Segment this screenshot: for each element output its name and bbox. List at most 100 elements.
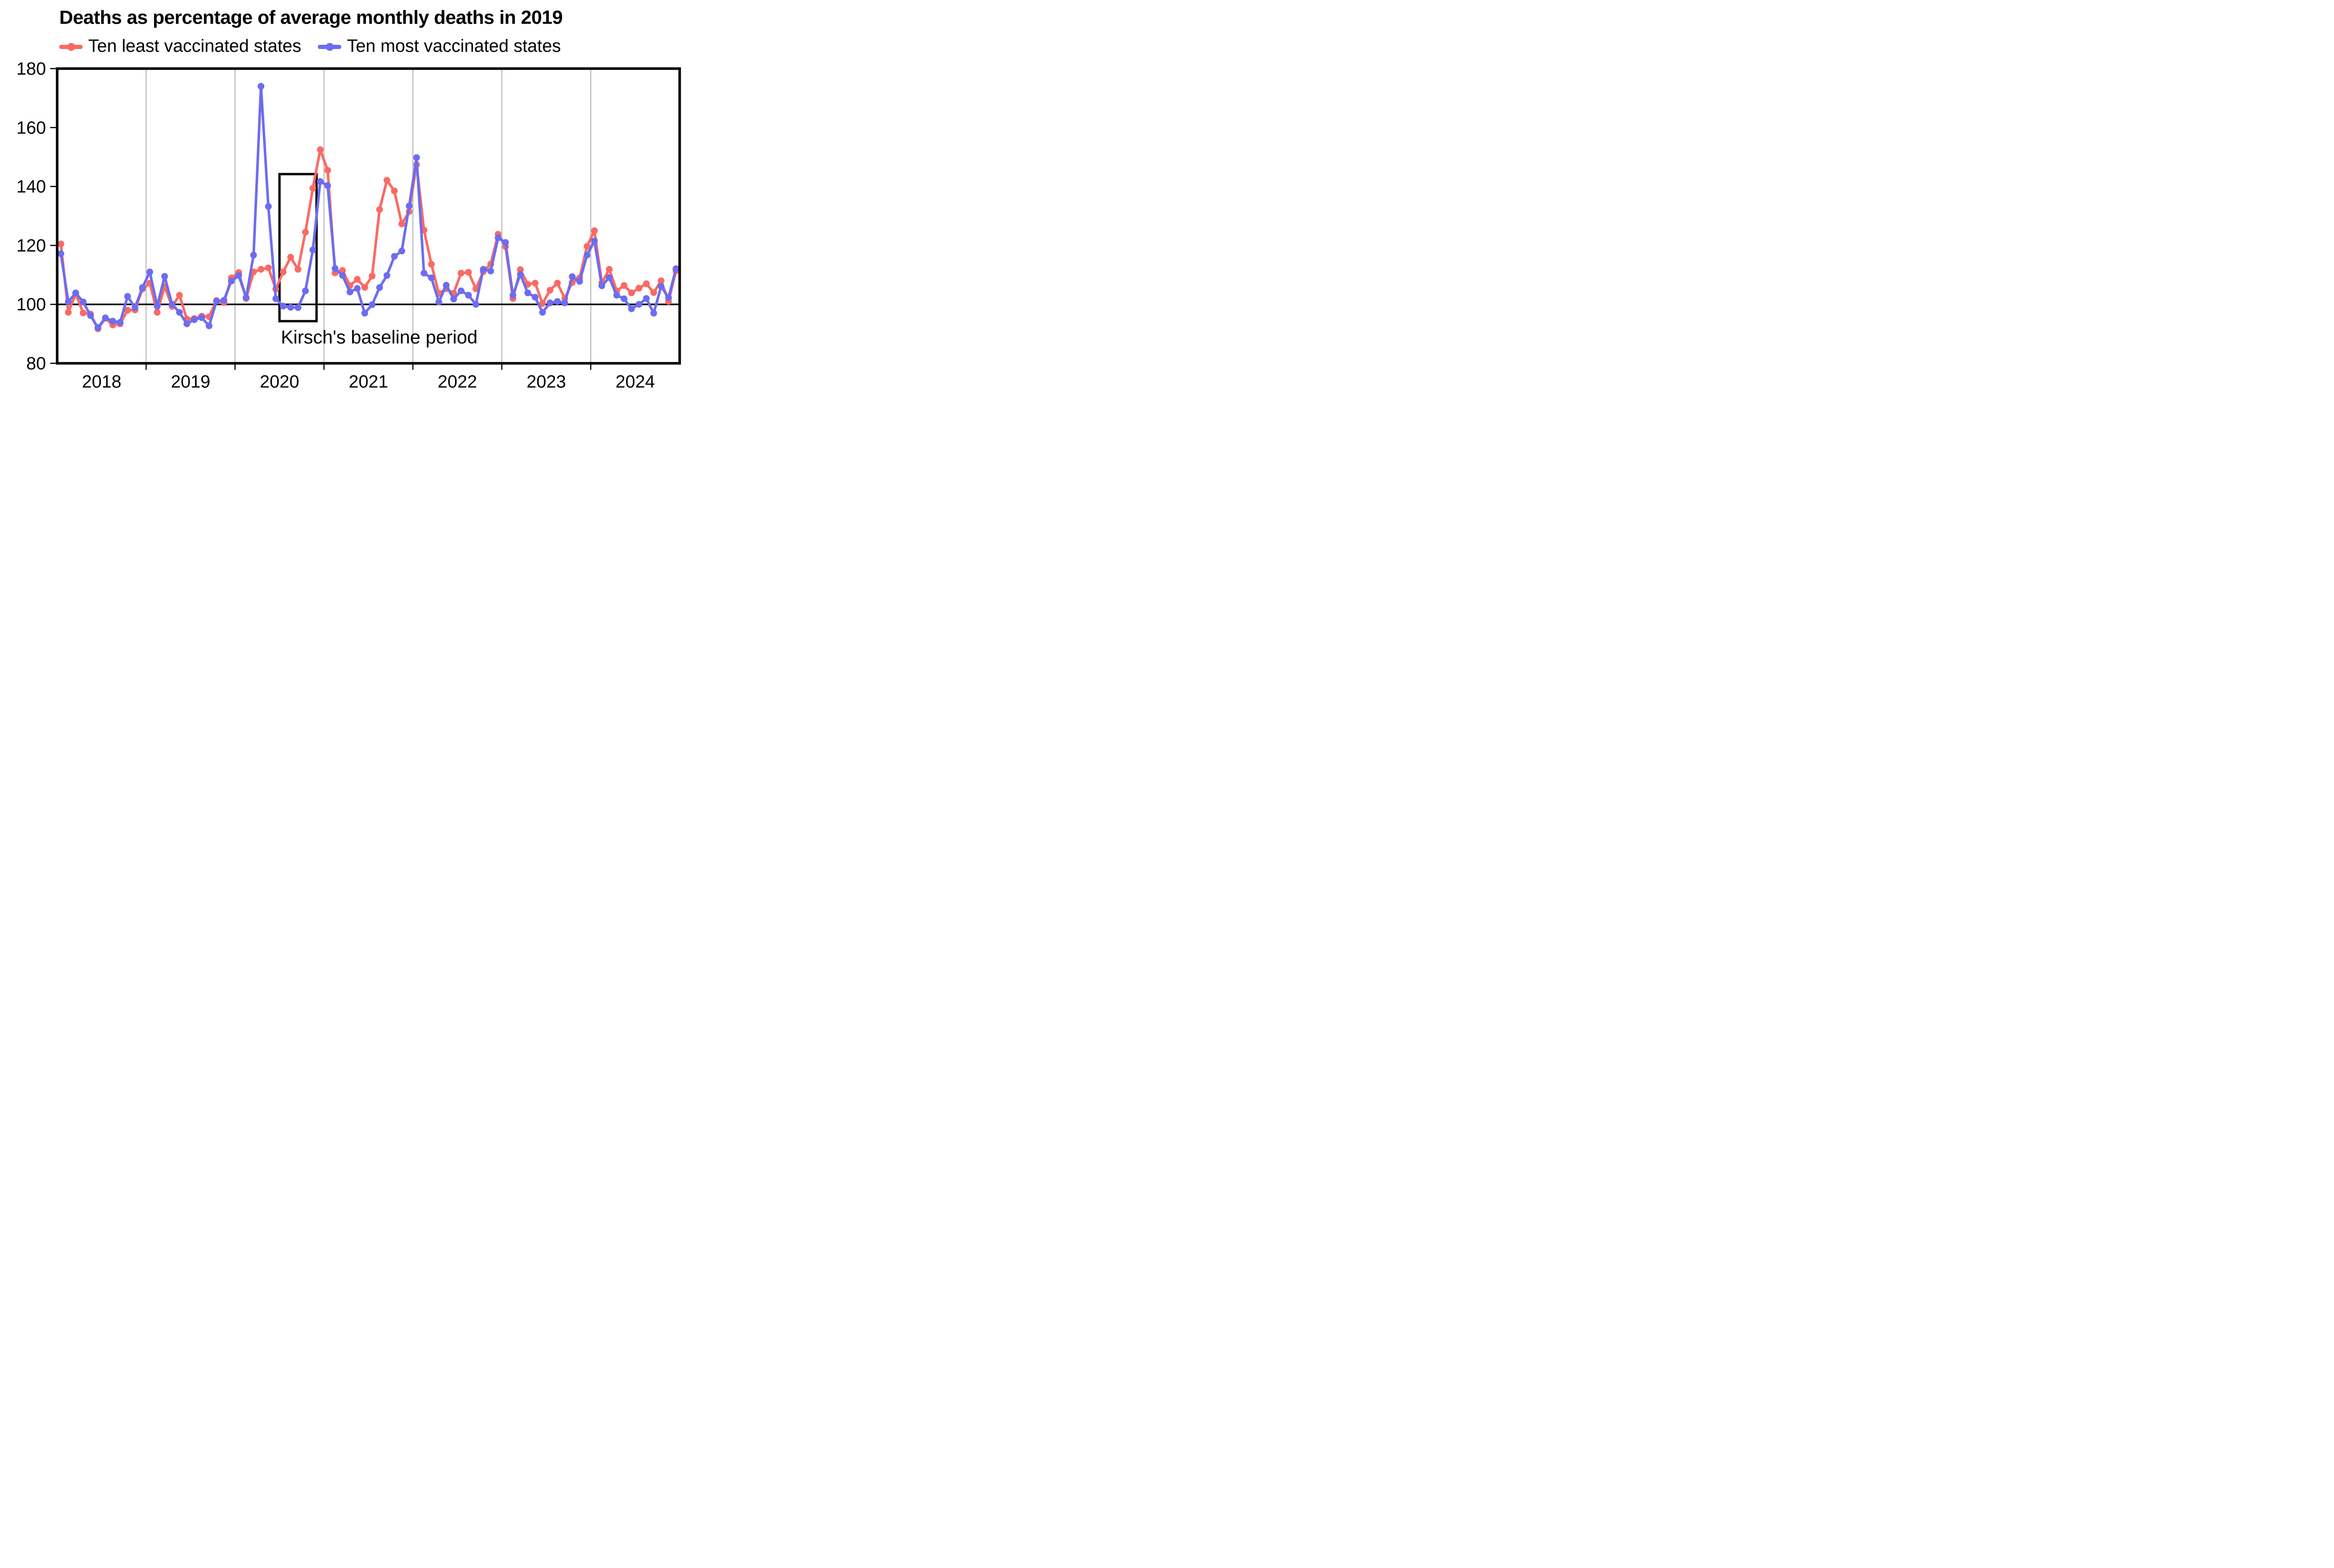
data-point-most-vaccinated [198,314,205,321]
data-point-most-vaccinated [480,266,487,273]
chart-title: Deaths as percentage of average monthly … [59,7,563,28]
series-line-least-vaccinated [59,148,677,330]
data-point-most-vaccinated [220,297,227,304]
data-point-most-vaccinated [383,272,391,279]
data-point-most-vaccinated [428,274,435,281]
data-point-most-vaccinated [331,265,338,272]
data-point-most-vaccinated [487,267,494,274]
data-point-most-vaccinated [272,295,279,302]
data-point-most-vaccinated [524,289,531,296]
data-point-most-vaccinated [72,289,79,296]
line-chart: 80 100 120 140 160 180 2018 2019 2020 2021 2022 202… [16,59,681,392]
data-point-most-vaccinated [302,287,309,294]
y-tick-label: 160 [16,118,46,138]
data-point-least-vaccinated [620,282,628,289]
series-line-most-vaccinated [59,85,677,329]
data-point-most-vaccinated [65,298,72,305]
data-point-most-vaccinated [132,304,139,311]
legend-item-least-vaccinated: Ten least vaccinated states [59,36,301,56]
data-point-least-vaccinated [465,269,472,276]
legend-label-least-vaccinated: Ten least vaccinated states [88,36,302,56]
data-point-least-vaccinated [591,227,598,234]
data-point-most-vaccinated [94,324,101,331]
data-point-least-vaccinated [369,273,376,280]
data-point-most-vaccinated [613,292,620,299]
data-point-most-vaccinated [361,309,368,317]
x-tick-label: 2019 [171,372,211,392]
data-point-least-vaccinated [124,307,131,314]
data-point-least-vaccinated [554,280,561,287]
data-point-most-vaccinated [309,246,316,253]
data-point-least-vaccinated [517,266,524,273]
data-point-least-vaccinated [428,261,435,268]
data-point-least-vaccinated [391,187,398,195]
legend-marker-most-vaccinated-icon [318,37,342,56]
data-point-most-vaccinated [139,284,146,291]
data-point-most-vaccinated [443,282,450,289]
data-point-least-vaccinated [398,220,405,227]
x-tick-label: 2023 [527,372,566,392]
data-point-most-vaccinated [421,270,428,277]
x-tick-label: 2021 [349,372,388,392]
data-point-most-vaccinated [398,247,405,255]
data-point-most-vaccinated [391,253,398,260]
data-point-most-vaccinated [369,301,376,308]
data-point-least-vaccinated [584,243,591,250]
legend-dot-blue [326,42,334,51]
data-point-most-vaccinated [205,322,213,329]
x-tick-label: 2024 [615,372,655,392]
data-point-least-vaccinated [79,309,87,316]
data-point-most-vaccinated [117,319,124,326]
data-point-least-vaccinated [295,266,302,273]
data-point-most-vaccinated [628,305,635,312]
data-point-most-vaccinated [539,309,546,316]
data-point-most-vaccinated [620,295,628,302]
data-point-most-vaccinated [57,250,64,257]
data-point-least-vaccinated [176,292,183,299]
data-point-most-vaccinated [569,273,576,280]
data-point-least-vaccinated [532,280,539,287]
data-point-least-vaccinated [265,264,272,272]
data-point-most-vaccinated [191,316,198,323]
data-point-most-vaccinated [450,295,457,302]
data-point-most-vaccinated [102,315,109,322]
data-point-most-vaccinated [658,283,665,290]
data-point-most-vaccinated [280,302,287,310]
data-point-most-vaccinated [243,294,250,301]
data-point-most-vaccinated [154,302,161,310]
y-tick-label: 140 [16,177,46,197]
data-point-most-vaccinated [228,278,235,285]
data-point-most-vaccinated [124,293,131,300]
data-point-least-vaccinated [57,240,64,247]
data-point-least-vaccinated [457,270,464,277]
data-point-least-vaccinated [547,287,554,294]
data-point-most-vaccinated [346,288,353,295]
legend-dot-red [67,42,75,51]
data-point-most-vaccinated [354,285,361,292]
data-point-most-vaccinated [591,238,598,245]
data-point-most-vaccinated [547,299,554,307]
x-tick-label: 2022 [437,372,477,392]
x-tick-label: 2018 [82,372,121,392]
data-point-least-vaccinated [635,285,642,292]
data-point-most-vaccinated [265,203,272,210]
data-point-most-vaccinated [213,298,220,305]
data-point-most-vaccinated [672,265,680,272]
data-point-most-vaccinated [176,309,183,316]
data-point-least-vaccinated [316,146,324,153]
data-point-most-vaccinated [169,301,176,308]
data-point-least-vaccinated [65,309,72,316]
data-point-most-vaccinated [457,287,464,294]
data-point-most-vaccinated [161,273,168,280]
data-point-most-vaccinated [287,304,294,311]
legend-label-most-vaccinated: Ten most vaccinated states [347,36,561,56]
data-point-most-vaccinated [532,294,539,301]
data-point-most-vaccinated [598,282,605,289]
data-point-most-vaccinated [316,178,324,185]
y-tick-label: 180 [16,59,46,79]
data-point-most-vaccinated [413,154,420,161]
data-point-most-vaccinated [183,320,190,328]
data-point-most-vaccinated [584,252,591,259]
data-point-most-vaccinated [109,318,116,325]
data-point-most-vaccinated [250,252,257,259]
